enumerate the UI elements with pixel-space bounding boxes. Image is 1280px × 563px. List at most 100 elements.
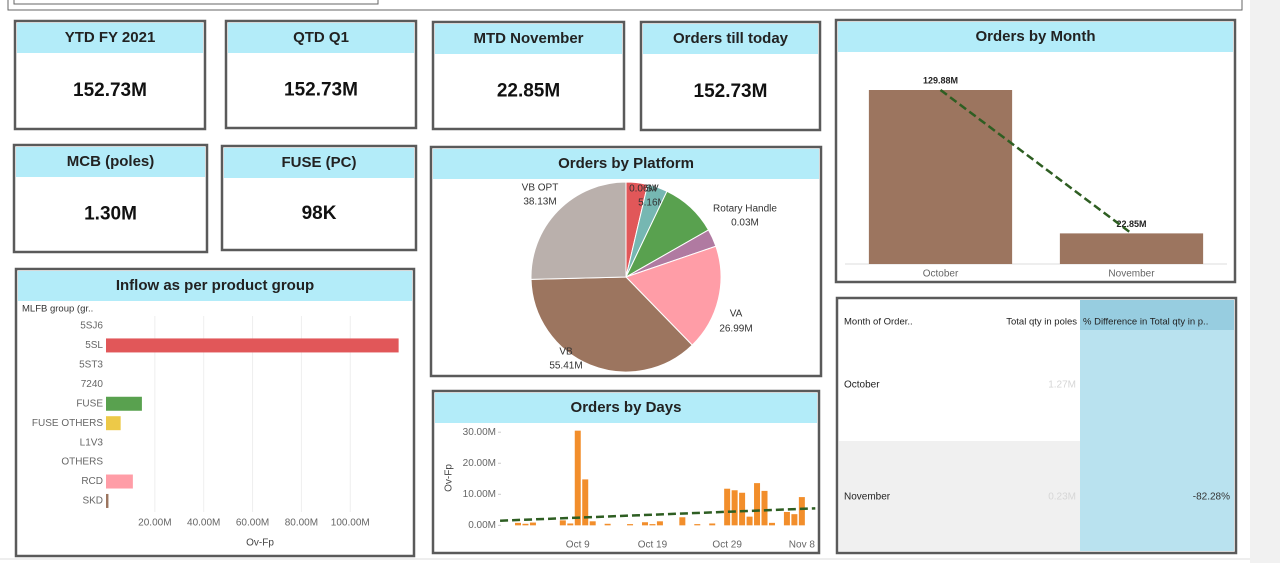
x-tick-label: 80.00M (285, 518, 318, 529)
y-tick-label: L1V3 (80, 437, 104, 448)
bar (515, 522, 521, 526)
slice-name: VB (559, 347, 573, 358)
highlight-header (1080, 300, 1234, 330)
bar (679, 517, 686, 526)
bar (522, 523, 529, 526)
slice-value: 5.16M (638, 198, 666, 209)
x-tick-label: 100.00M (331, 518, 370, 529)
panel-header (643, 24, 818, 54)
x-axis-title: Ov-Fp (246, 538, 274, 549)
kpi-value: 152.73M (73, 80, 147, 101)
bar (656, 521, 663, 526)
bar (649, 524, 656, 526)
bar (582, 479, 589, 526)
x-tick-label: November (1108, 269, 1155, 280)
slice-name: VA (730, 309, 743, 320)
value-label: 129.88M (923, 75, 958, 85)
highlight-column (1080, 300, 1234, 551)
kpi-value: 1.30M (84, 204, 137, 225)
top-filter (13, 0, 379, 5)
y-tick-label: FUSE (76, 398, 103, 409)
pie-slice (530, 276, 693, 373)
panel-header (433, 149, 819, 179)
bar (559, 520, 566, 526)
bar (641, 522, 648, 526)
y-tick-label: 7240 (81, 379, 104, 390)
kpi-value: 152.73M (694, 81, 768, 102)
y-tick-label: 20.00M (463, 458, 496, 469)
y-tick-label: SKD (82, 496, 103, 507)
bar (567, 523, 574, 526)
value-label: 22.85M (1116, 219, 1146, 229)
bar (529, 522, 536, 526)
x-tick-label: October (923, 269, 959, 280)
panel-title: FUSE (PC) (282, 154, 357, 171)
bar (768, 522, 775, 526)
table-cell: October (844, 380, 880, 391)
table-cell: November (844, 492, 891, 503)
panel-title: Inflow as per product group (116, 277, 314, 294)
slice-name: SV (645, 184, 659, 195)
slice-value: 26.99M (719, 324, 752, 335)
bar (106, 474, 133, 489)
bar (106, 416, 121, 431)
bar (694, 524, 701, 526)
slice-value: 38.13M (523, 197, 556, 208)
bar (106, 396, 142, 411)
bar (627, 524, 634, 526)
y-tick-label: 5SJ6 (80, 321, 103, 332)
bar (783, 511, 790, 526)
panel-title: MTD November (473, 30, 583, 47)
x-tick-label: Oct 19 (638, 540, 668, 551)
y-axis-title: Ov-Fp (444, 464, 455, 492)
bar (798, 497, 805, 526)
kpi-value: 98K (302, 203, 337, 224)
bar (589, 521, 596, 526)
panel-header (18, 271, 412, 301)
table-header: % Difference in Total qty in p.. (1083, 317, 1208, 328)
panel-header (224, 148, 414, 178)
table-row-bg (839, 441, 1080, 551)
x-tick-label: 60.00M (236, 518, 269, 529)
table-cell: 1.27M (1048, 380, 1076, 391)
annotation: Rotary Handle (713, 204, 777, 215)
kpi-value: 22.85M (497, 81, 560, 102)
panel (14, 267, 416, 558)
panel-header (435, 393, 817, 423)
table-header: Month of Order.. (844, 317, 913, 328)
y-tick-label: OTHERS (61, 457, 103, 468)
side-margin (1250, 0, 1280, 563)
table-cell: 0.23M (1048, 492, 1076, 503)
x-tick-label: 20.00M (138, 518, 171, 529)
panel-title: Orders till today (673, 30, 789, 47)
bar (106, 338, 399, 353)
y-tick-label: 5ST3 (79, 360, 103, 371)
trend-line (500, 507, 816, 522)
panel-title: Orders by Days (571, 399, 682, 416)
bar (1059, 233, 1204, 264)
annotation: 0.03M (731, 218, 759, 229)
kpi-value: 152.73M (284, 80, 358, 101)
bar (746, 516, 753, 526)
panel-title: YTD FY 2021 (65, 29, 156, 46)
pie-slice (625, 245, 722, 346)
panel-header (17, 23, 203, 53)
panel-title: Orders by Platform (558, 155, 694, 172)
panel-title: QTD Q1 (293, 29, 349, 46)
x-tick-label: Oct 29 (712, 540, 742, 551)
bar (106, 493, 109, 508)
trend-line (939, 89, 1133, 235)
table-header: Total qty in poles (1006, 317, 1077, 328)
table-cell: -82.28% (1193, 492, 1230, 503)
top-strip (7, 0, 1243, 11)
bar (739, 492, 746, 526)
y-tick-label: 30.00M (463, 427, 496, 438)
bar (709, 523, 716, 526)
bar (724, 488, 731, 526)
bar (754, 483, 761, 526)
x-tick-label: 40.00M (187, 518, 220, 529)
annotation: 0.06M (629, 184, 657, 195)
bar (604, 523, 611, 526)
x-tick-label: Oct 9 (566, 540, 590, 551)
